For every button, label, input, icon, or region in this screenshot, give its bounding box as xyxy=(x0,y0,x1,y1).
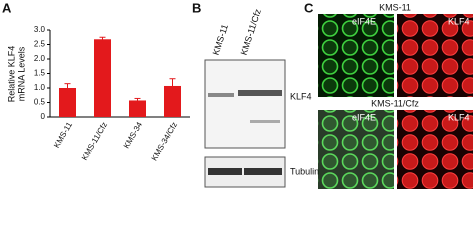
y-tick-label: 1.5 xyxy=(34,69,46,78)
micrograph xyxy=(397,110,473,189)
blot-band xyxy=(208,93,234,97)
y-axis-label-line: Relative KLF4 xyxy=(6,46,16,103)
channel-label: KLF4 xyxy=(448,16,470,26)
panel-label: B xyxy=(192,0,201,15)
y-tick-label: 0 xyxy=(41,112,46,121)
band-label: Tubulin xyxy=(290,166,319,176)
blot-band xyxy=(250,120,280,123)
row-title: KMS-11 xyxy=(379,2,411,12)
bar xyxy=(59,88,76,117)
channel-label: eIF4E xyxy=(352,112,376,122)
blot-band xyxy=(238,90,282,96)
bar xyxy=(129,100,146,117)
micrograph xyxy=(318,110,394,189)
panel-label: C xyxy=(304,0,314,15)
bar xyxy=(94,39,111,117)
row-title: KMS-11/Cfz xyxy=(371,98,419,108)
channel-label: eIF4E xyxy=(352,16,376,26)
blot-band xyxy=(244,168,282,175)
y-tick-label: 2.5 xyxy=(34,40,46,49)
lane-label: KMS-11/Cfz xyxy=(239,7,263,56)
panel-label: A xyxy=(2,0,12,15)
y-tick-label: 0.5 xyxy=(34,98,46,107)
blot-membrane xyxy=(204,59,286,149)
x-tick-label: KMS-34 xyxy=(122,120,145,150)
micrograph xyxy=(318,14,394,97)
y-tick-label: 1.0 xyxy=(34,83,46,92)
x-tick-label: KMS-11 xyxy=(52,120,74,149)
lane-label: KMS-11 xyxy=(211,23,230,56)
micrograph xyxy=(397,14,473,97)
band-label: KLF4 xyxy=(290,91,312,101)
y-tick-label: 2.0 xyxy=(34,54,46,63)
x-tick-label: KMS-11/Cfz xyxy=(80,121,109,162)
figure: A B C Relative KLF4 mRNA Levels KMS-11 K… xyxy=(2,0,473,189)
blot-band xyxy=(208,168,242,175)
y-axis-label-line: mRNA Levels xyxy=(16,46,26,101)
y-axis-label: Relative KLF4 mRNA Levels xyxy=(6,46,26,103)
bar xyxy=(164,85,181,117)
y-tick-label: 3.0 xyxy=(34,25,46,34)
channel-label: KLF4 xyxy=(448,112,470,122)
x-tick-label: KMS-34/Cfz xyxy=(150,121,179,163)
